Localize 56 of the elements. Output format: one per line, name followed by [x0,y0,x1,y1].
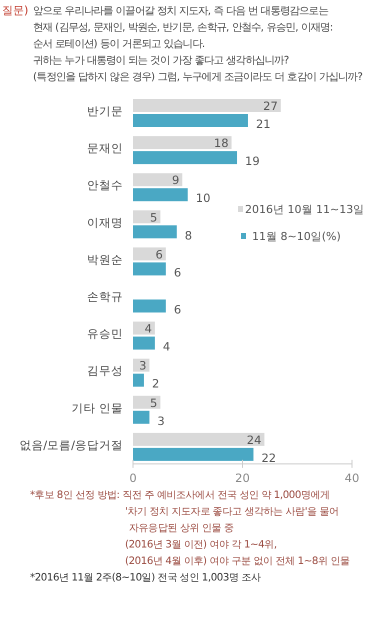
y-tick-label: 안철수 [87,178,123,192]
bar [133,300,166,312]
y-tick-label: 유승민 [87,326,123,341]
bar [133,151,238,164]
data-label: 21 [256,117,271,131]
x-tick-label: 0 [129,470,137,485]
bar [133,247,166,260]
data-label: 22 [261,450,276,465]
bar [133,210,160,224]
data-label: 6 [156,247,163,262]
data-label: 4 [162,340,170,354]
bar [133,99,281,112]
data-label: 18 [214,136,229,150]
y-tick-label: 없음/모름/응답거절 [19,438,123,452]
data-label: 6 [174,302,182,316]
data-label: 4 [144,322,152,336]
legend-label: 2016년 10월 11~13일 [245,203,364,216]
text: *2016년 11월 2주(8~10일) 전국 성인 1,003명 조사 [30,572,261,584]
data-label: 5 [150,210,158,224]
legend-label: 11월 8~10일(%) [252,230,341,243]
data-label: 3 [157,414,165,428]
bar [133,448,254,461]
data-label: 2 [152,376,160,391]
y-tick-label: 김무성 [87,364,123,378]
data-label: 5 [150,396,158,410]
y-tick-label: 문재인 [87,141,123,156]
data-label: 10 [196,191,210,206]
data-label: 19 [245,154,260,168]
data-label: 6 [174,265,182,280]
bar [133,432,264,446]
bar [133,262,166,276]
bar [133,322,155,335]
data-label: 8 [184,228,192,242]
text: *후보 8인 선정 방법: 직전 주 예비조사에서 전국 성인 약 1,000명에게 '차기 정치 지도자로 좋다고 생각하는 사람'을 물어 자유응답된 상위 인물 중 (2016년 3월 이전) 여야 각 1~4위, (2016년 4월 이후) 여야 구분 없이 전체 1~8위 인물 [30,490,350,567]
data-label: 3 [139,358,146,373]
bar [133,114,248,127]
bar [133,173,182,186]
bar [133,336,155,350]
data-label: 9 [172,173,180,188]
x-tick-label: 40 [344,470,360,485]
y-tick-label: 이재명 [87,215,123,230]
text: 질문) [2,4,28,17]
bar [133,188,188,202]
y-tick-label: 박원순 [87,252,123,266]
bar [133,136,232,150]
chart-title: 앞으로 우리나라를 이끌어갈 정치 지도자, 즉 다음 번 대통령감으로는 현재 (김무성, 문재인, 박원순, 반기문, 손학규, 안철수, 유승민, 이재명: 순서 로테이션) 등이 거론되고 있습니다. 귀하는 누가 대통령이 되는 것이 가장 좋다고 생각하십니까? (특정인을 답하지 않은 경우) 그럼, 누구에게 조금이라도 더 호감이 가십니까? [33,5,362,83]
x-tick-label: 20 [235,470,250,485]
bar [133,410,150,424]
bar [133,374,144,387]
bar [133,396,160,409]
y-tick-label: 기타 인물 [71,400,123,415]
y-tick-label: 손학규 [87,290,123,304]
data-label: 24 [246,432,262,447]
data-label: 27 [263,99,278,113]
y-tick-label: 반기문 [87,104,123,118]
bar [133,225,177,238]
